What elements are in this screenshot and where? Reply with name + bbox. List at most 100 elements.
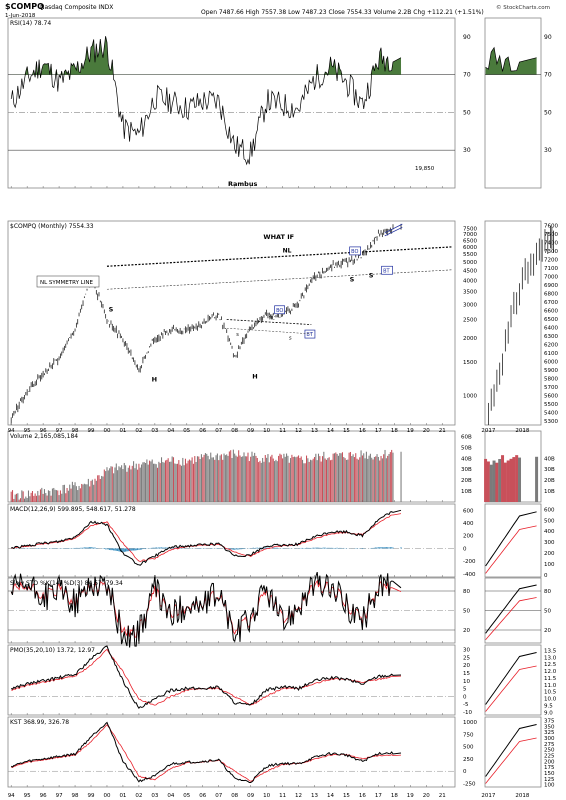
volume-bar (266, 457, 268, 502)
volume-bar (288, 462, 290, 502)
zoom-price-tick-7000: 7000 (544, 274, 558, 280)
xaxis-top-13: 13 (311, 428, 318, 434)
macd-histogram-bar (305, 547, 308, 549)
rsi-tick-50: 50 (463, 109, 471, 116)
volume-tick-50B: 50B (461, 445, 472, 451)
macd-histogram-bar (379, 547, 381, 549)
xaxis-bottom-19: 19 (407, 793, 414, 799)
macd-histogram-bar (361, 548, 364, 550)
bt-box-large (381, 265, 393, 275)
rsi-overbought-fill (11, 36, 402, 75)
macd-histogram-bar (126, 548, 128, 552)
annotation-s-large: S (350, 276, 355, 284)
volume-bar (65, 493, 67, 502)
volume-bar (248, 461, 250, 502)
zoom-kst-tick-250: 250 (544, 748, 555, 754)
volume-bar (391, 449, 393, 502)
volume-bar (45, 493, 47, 502)
volume-bar (195, 461, 197, 502)
volume-bar (347, 459, 349, 502)
volume-bar (129, 465, 131, 502)
volume-bar (228, 451, 230, 502)
volume-bar (174, 463, 176, 502)
macd-histogram-bar (152, 547, 155, 549)
macd-histogram-bar (317, 547, 320, 549)
macd-histogram-bar (385, 547, 387, 549)
volume-bar (158, 461, 160, 502)
macd-histogram-bar (389, 547, 391, 549)
header-name: Nasdaq Composite INDX (40, 4, 113, 11)
small-symmetry-line (226, 327, 312, 335)
volume-bar (58, 495, 60, 502)
volume-bar (343, 457, 345, 502)
macd-histogram-bar (272, 547, 274, 549)
volume-bar (341, 452, 343, 502)
volume-bar (308, 461, 310, 502)
volume-bar (361, 455, 363, 502)
macd-histogram-bar (91, 547, 93, 549)
macd-histogram-bar (377, 547, 379, 549)
volume-bar (135, 463, 137, 502)
volume-bar (196, 456, 198, 502)
volume-bar (348, 452, 350, 502)
zoom-price-tick-7400: 7400 (544, 240, 558, 246)
xaxis-bottom-96: 96 (40, 793, 47, 799)
volume-bar (47, 490, 49, 502)
panel-frame-price (7, 220, 456, 426)
zoom-price-tick-5800: 5800 (544, 376, 558, 382)
volume-bar (309, 459, 312, 502)
xaxis-bottom-18: 18 (391, 793, 398, 799)
macd-histogram-bar (123, 548, 125, 552)
macd-histogram-bar (224, 548, 226, 550)
xaxis-bottom-13: 13 (311, 793, 318, 799)
macd-histogram-bar (85, 547, 87, 549)
volume-bar (384, 449, 386, 502)
macd-histogram-bar (90, 547, 92, 549)
zoom-volume-tick-30B: 30B (544, 467, 555, 473)
volume-bar (252, 455, 254, 502)
macd-histogram-bar (381, 547, 383, 549)
zoom-kst-main-line (485, 724, 537, 777)
volume-bar (55, 490, 57, 502)
price-tick-7500: 7500 (463, 226, 477, 232)
macd-histogram-bar (255, 547, 257, 549)
macd-tick-400: 400 (463, 521, 474, 527)
volume-bar (283, 453, 285, 502)
volume-bar (214, 459, 216, 502)
macd-histogram-bar (328, 547, 330, 549)
volume-bar (368, 455, 370, 502)
volume-bar (224, 455, 226, 502)
macd-histogram-bar (83, 547, 85, 549)
volume-bar (246, 456, 248, 502)
zoom-kst-tick-225: 225 (544, 754, 555, 760)
volume-bar (87, 478, 89, 502)
zoom-macd-tick-200: 200 (544, 551, 555, 557)
volume-bar (373, 457, 375, 502)
volume-bar (42, 493, 44, 502)
volume-bar (59, 490, 61, 502)
panel-frame-pmo (7, 644, 456, 716)
macd-histogram-bar (162, 547, 164, 549)
xaxis-top-19: 19 (407, 428, 414, 434)
volume-bar (381, 458, 383, 502)
small-neckline (226, 319, 312, 326)
macd-histogram-bar (106, 548, 108, 550)
xaxis-bottom-14: 14 (327, 793, 334, 799)
volume-bar (299, 458, 301, 502)
panel-frame-rsi (7, 17, 456, 189)
volume-bar (360, 450, 362, 502)
zoom-price-tick-6500: 6500 (544, 317, 558, 323)
panel-frame-kst (7, 716, 456, 788)
macd-histogram-bar (164, 547, 167, 549)
volume-bar (319, 456, 321, 502)
xaxis-bottom-12: 12 (295, 793, 302, 799)
volume-bar (278, 455, 280, 502)
xaxis-bottom-08: 08 (231, 793, 238, 799)
zoom-macd-signal-line (485, 525, 537, 574)
volume-bar (268, 462, 270, 502)
macd-histogram-bar (331, 547, 333, 549)
volume-bar (223, 453, 225, 502)
macd-histogram-bar (140, 548, 143, 550)
stochastic-tick-80: 80 (463, 589, 470, 595)
volume-bar (379, 460, 381, 502)
